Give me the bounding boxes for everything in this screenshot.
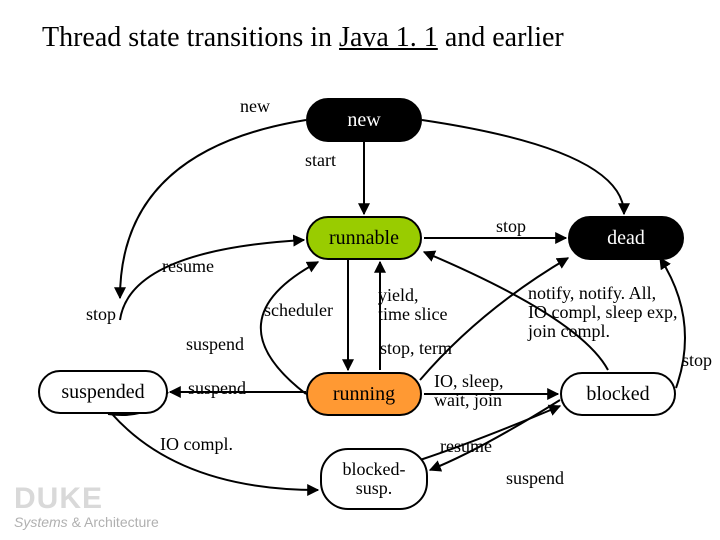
state-blocked-label: blocked [586,383,649,406]
edge-label-suspend-3: suspend [506,468,564,489]
state-dead-label: dead [607,227,645,250]
state-dead: dead [568,216,684,260]
edge-label-resume-bot: resume [440,436,492,457]
title-underline: Java 1. 1 [339,22,438,53]
edge-label-resume-left: resume [162,256,214,277]
title-suffix: and earlier [438,22,564,53]
edge-label-scheduler: scheduler [264,300,333,321]
edge-label-stop-left: stop [86,304,116,325]
edge-label-yield: yield, time slice [378,286,447,324]
state-running-label: running [333,383,395,406]
edge-label-io-sleep: IO, sleep, wait, join [434,372,503,410]
edge-label-stop-right: stop [682,350,712,371]
title-prefix: Thread state transitions in [42,22,339,53]
state-blocked-susp: blocked- susp. [320,448,428,510]
footer-logo: DUKE Systems & Architecture [14,482,159,530]
edge-label-stop-term: stop, term [380,338,452,359]
edge-label-new: new [240,96,270,117]
state-runnable-label: runnable [329,227,399,250]
edge-label-start: start [305,150,336,171]
state-suspended-label: suspended [61,381,144,404]
logo-systems: Systems [14,514,68,530]
state-new-label: new [347,109,380,132]
edge-label-suspend-2: suspend [188,378,246,399]
state-running: running [306,372,422,416]
state-blocked: blocked [560,372,676,416]
logo-subtitle: Systems & Architecture [14,514,159,530]
state-new: new [306,98,422,142]
logo-duke: DUKE [14,482,159,516]
state-blocked-susp-label: blocked- susp. [343,460,406,498]
state-suspended: suspended [38,370,168,414]
edge-label-stop-top: stop [496,216,526,237]
logo-architecture: & Architecture [68,514,159,530]
edge-label-suspend-1: suspend [186,334,244,355]
edge-label-io-compl: IO compl. [160,434,233,455]
page-title: Thread state transitions in Java 1. 1 an… [42,22,564,54]
state-runnable: runnable [306,216,422,260]
edge-label-notify: notify, notify. All, IO compl, sleep exp… [528,284,677,341]
